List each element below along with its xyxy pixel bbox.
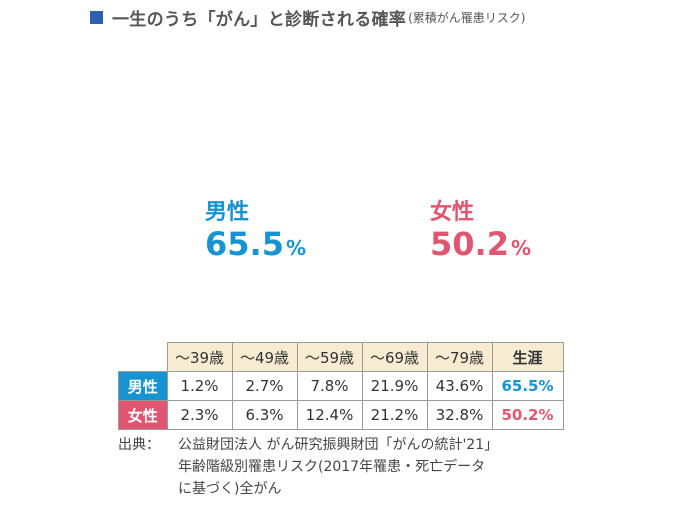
source-note: 出典： 公益財団法人 がん研究振興財団「がんの統計'21」 年齢階級別罹患リスク… bbox=[118, 434, 498, 500]
source-line: 公益財団法人 がん研究振興財団「がんの統計'21」 bbox=[178, 437, 499, 453]
table-cell-lifetime: 50.2% bbox=[491, 400, 564, 430]
source-label: 出典： bbox=[118, 437, 160, 453]
table-cell: 12.4% bbox=[296, 400, 363, 430]
col-header-lifetime: 生涯 bbox=[491, 342, 564, 372]
male-label: 男性 bbox=[205, 200, 250, 225]
male-value-unit: % bbox=[285, 236, 306, 260]
table-cell: 21.9% bbox=[361, 371, 428, 401]
source-line: 年齢階級別罹患リスク(2017年罹患・死亡データ bbox=[178, 459, 486, 475]
source-line: に基づく)全がん bbox=[178, 481, 282, 497]
table-cell: 6.3% bbox=[231, 400, 298, 430]
table-cell-lifetime: 65.5% bbox=[491, 371, 564, 401]
col-header: ～69歳 bbox=[361, 342, 428, 372]
row-header-female: 女性 bbox=[118, 400, 168, 430]
table-row-male: 男性 1.2% 2.7% 7.8% 21.9% 43.6% 65.5% bbox=[118, 371, 564, 401]
table-cell: 21.2% bbox=[361, 400, 428, 430]
title-sub: (累積がん罹患リスク) bbox=[408, 10, 526, 25]
row-header-male: 男性 bbox=[118, 371, 168, 401]
table-cell: 1.2% bbox=[166, 371, 233, 401]
female-figure-label: 女性 50.2% bbox=[430, 200, 531, 266]
female-value-number: 50.2 bbox=[430, 225, 509, 263]
male-figure-label: 男性 65.5% bbox=[205, 200, 306, 266]
chart-title: 一生のうち「がん」と診断される確率 (累積がん罹患リスク) bbox=[90, 6, 526, 30]
col-header: ～59歳 bbox=[296, 342, 363, 372]
table-row-female: 女性 2.3% 6.3% 12.4% 21.2% 32.8% 50.2% bbox=[118, 400, 564, 430]
col-header: ～49歳 bbox=[231, 342, 298, 372]
table-corner bbox=[119, 343, 168, 372]
table-cell: 7.8% bbox=[296, 371, 363, 401]
table-header-row: ～39歳 ～49歳 ～59歳 ～69歳 ～79歳 生涯 bbox=[119, 342, 564, 372]
female-value: 50.2% bbox=[430, 226, 531, 266]
table-cell: 2.7% bbox=[231, 371, 298, 401]
male-value: 65.5% bbox=[205, 226, 306, 266]
table-cell: 2.3% bbox=[166, 400, 233, 430]
female-label: 女性 bbox=[430, 200, 475, 225]
table-cell: 43.6% bbox=[426, 371, 493, 401]
title-square-icon bbox=[90, 10, 103, 24]
col-header: ～79歳 bbox=[426, 342, 493, 372]
table-cell: 32.8% bbox=[426, 400, 493, 430]
figures-area bbox=[0, 0, 698, 300]
female-value-unit: % bbox=[510, 236, 531, 260]
male-value-number: 65.5 bbox=[205, 225, 284, 263]
risk-table: ～39歳 ～49歳 ～59歳 ～69歳 ～79歳 生涯 男性 1.2% 2.7%… bbox=[118, 342, 564, 430]
col-header: ～39歳 bbox=[166, 342, 233, 372]
title-main: 一生のうち「がん」と診断される確率 bbox=[112, 9, 407, 30]
